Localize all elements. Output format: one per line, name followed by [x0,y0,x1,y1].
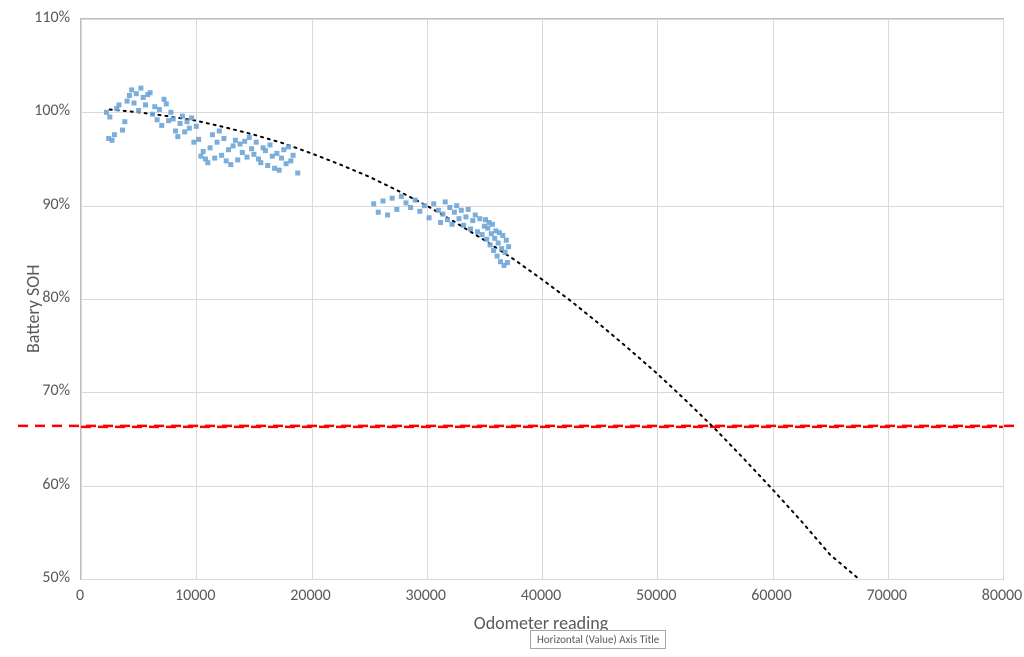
battery-soh-chart: 50%60%70%80%90%100%110% 0100002000030000… [0,0,1024,657]
